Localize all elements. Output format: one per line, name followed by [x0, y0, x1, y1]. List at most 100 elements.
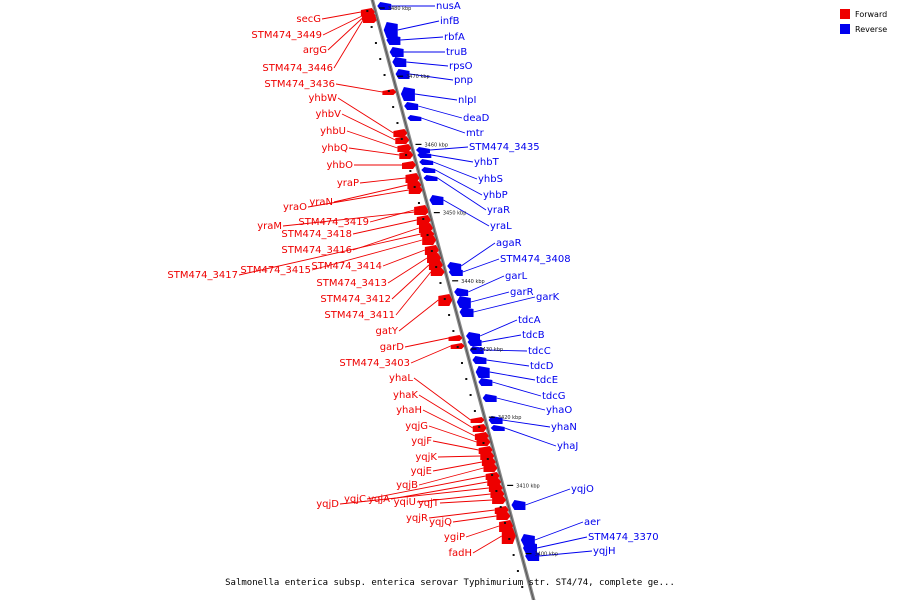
gene-label-STM474_3413[interactable]: STM474_3413: [316, 278, 387, 289]
gene-label-yhbT[interactable]: yhbT: [474, 157, 500, 168]
gene-label-aer[interactable]: aer: [584, 517, 601, 528]
gene-label-yhaL[interactable]: yhaL: [389, 373, 413, 384]
STM474_3446-gene-mark[interactable]: [363, 17, 378, 23]
gene-label-yraR[interactable]: yraR: [487, 205, 510, 216]
gene-label-yhbU[interactable]: yhbU: [320, 126, 346, 137]
gene-label-yqjH[interactable]: yqjH: [593, 546, 616, 557]
yhbP-gene-mark[interactable]: [421, 167, 436, 173]
yhaN-gene-mark[interactable]: [488, 416, 503, 424]
gene-label-STM474_3370[interactable]: STM474_3370: [588, 532, 659, 543]
gene-label-infB[interactable]: infB: [440, 16, 460, 27]
agaR-gene-mark[interactable]: [447, 262, 462, 270]
yhbU-gene-mark[interactable]: [397, 144, 412, 152]
gene-label-yhaO[interactable]: yhaO: [546, 405, 572, 416]
gene-label-yhbO[interactable]: yhbO: [327, 160, 354, 171]
gene-label-STM474_3449[interactable]: STM474_3449: [251, 30, 322, 41]
yhaH-gene-mark[interactable]: [474, 432, 489, 440]
gene-label-STM474_3417[interactable]: STM474_3417: [167, 270, 238, 281]
yqjQ-gene-mark[interactable]: [496, 512, 511, 520]
gene-label-yhbP[interactable]: yhbP: [483, 190, 508, 201]
STM474_3408-gene-mark[interactable]: [448, 268, 463, 276]
gene-label-STM474_3435[interactable]: STM474_3435: [469, 142, 540, 153]
gene-label-tdcA[interactable]: tdcA: [518, 315, 541, 326]
rpsO-gene-mark[interactable]: [392, 57, 407, 67]
gene-label-gatY[interactable]: gatY: [375, 326, 398, 337]
yraM-gene-mark[interactable]: [414, 209, 429, 215]
yhbT-gene-mark[interactable]: [417, 152, 432, 158]
STM474_3415-gene-mark[interactable]: [422, 235, 437, 245]
yhaJ-gene-mark[interactable]: [490, 425, 505, 431]
tdcD-gene-mark[interactable]: [472, 356, 487, 364]
gene-label-garD[interactable]: garD: [380, 342, 405, 353]
gene-label-yhbS[interactable]: yhbS: [478, 174, 503, 185]
gene-label-yqjE[interactable]: yqjE: [411, 466, 432, 477]
gene-label-yraL[interactable]: yraL: [490, 221, 512, 232]
gene-label-fadH[interactable]: fadH: [448, 548, 472, 559]
gene-label-STM474_3412[interactable]: STM474_3412: [320, 294, 391, 305]
gene-label-STM474_3408[interactable]: STM474_3408: [500, 254, 571, 265]
garK-gene-mark[interactable]: [459, 307, 474, 317]
yqjR-gene-mark[interactable]: [494, 506, 509, 514]
gene-label-STM474_3414[interactable]: STM474_3414: [311, 261, 382, 272]
yqiU-gene-mark[interactable]: [490, 490, 505, 498]
gene-label-tdcG[interactable]: tdcG: [542, 391, 566, 402]
gene-label-yqjA[interactable]: yqjA: [368, 494, 390, 505]
yqjK-gene-mark[interactable]: [480, 452, 495, 460]
gene-label-yhaK[interactable]: yhaK: [393, 390, 418, 401]
yqjD-gene-mark[interactable]: [488, 484, 503, 492]
tdcG-gene-mark[interactable]: [478, 378, 493, 386]
yraR-gene-mark[interactable]: [423, 175, 438, 181]
gene-label-STM474_3418[interactable]: STM474_3418: [281, 229, 352, 240]
gene-label-yqjG[interactable]: yqjG: [405, 421, 428, 432]
yraP-gene-mark[interactable]: [405, 173, 420, 183]
gene-label-mtr[interactable]: mtr: [466, 128, 485, 139]
gene-label-agaR[interactable]: agaR: [496, 238, 522, 249]
gene-label-tdcE[interactable]: tdcE: [536, 375, 558, 386]
gene-label-argG[interactable]: argG: [303, 45, 327, 56]
gene-label-tdcD[interactable]: tdcD: [530, 361, 554, 372]
gene-label-yqjC[interactable]: yqjC: [344, 494, 366, 505]
yraO-gene-mark[interactable]: [408, 186, 423, 194]
gene-label-ygiP[interactable]: ygiP: [444, 532, 465, 543]
yqjO-gene-mark[interactable]: [511, 500, 526, 510]
gene-label-yraO[interactable]: yraO: [283, 202, 307, 213]
tdcE-gene-mark[interactable]: [475, 366, 490, 378]
STM474_3435-gene-mark[interactable]: [415, 147, 430, 153]
gene-label-yqjD[interactable]: yqjD: [316, 499, 339, 510]
STM474_3412-gene-mark[interactable]: [428, 260, 443, 270]
gene-label-nusA[interactable]: nusA: [436, 1, 461, 12]
gene-label-garR[interactable]: garR: [510, 287, 534, 298]
gene-label-tdcB[interactable]: tdcB: [522, 330, 545, 341]
garD-gene-mark[interactable]: [448, 335, 463, 341]
nlpI-gene-mark[interactable]: [400, 87, 415, 101]
gene-label-yraP[interactable]: yraP: [337, 178, 359, 189]
gene-label-yhaH[interactable]: yhaH: [396, 405, 422, 416]
fadH-gene-mark[interactable]: [501, 528, 516, 544]
gene-label-yqjB[interactable]: yqjB: [396, 480, 418, 491]
gene-label-yqjK[interactable]: yqjK: [415, 452, 437, 463]
gene-label-yraN[interactable]: yraN: [309, 197, 333, 208]
gene-label-yqjF[interactable]: yqjF: [411, 436, 432, 447]
yhaO-gene-mark[interactable]: [482, 394, 497, 402]
yqjB-gene-mark[interactable]: [483, 464, 498, 472]
gene-label-yqjR[interactable]: yqjR: [406, 513, 428, 524]
yqjT-gene-mark[interactable]: [492, 496, 507, 504]
gene-label-STM474_3436[interactable]: STM474_3436: [264, 79, 335, 90]
gene-label-STM474_3416[interactable]: STM474_3416: [281, 245, 352, 256]
yhbW-gene-mark[interactable]: [393, 129, 408, 137]
yhaL-gene-mark[interactable]: [470, 417, 485, 423]
infB-gene-mark[interactable]: [383, 22, 398, 38]
gene-label-yqjO[interactable]: yqjO: [571, 484, 594, 495]
gene-label-STM474_3403[interactable]: STM474_3403: [339, 358, 410, 369]
gene-label-garL[interactable]: garL: [505, 271, 528, 282]
rbfA-gene-mark[interactable]: [386, 35, 401, 45]
gene-label-rpsO[interactable]: rpsO: [449, 61, 473, 72]
gene-label-nlpI[interactable]: nlpI: [458, 95, 476, 106]
tdcC-gene-mark[interactable]: [469, 346, 484, 354]
gene-label-yhaJ[interactable]: yhaJ: [557, 441, 578, 452]
yhbO-gene-mark[interactable]: [402, 161, 417, 169]
gene-label-pnp[interactable]: pnp: [454, 75, 473, 86]
yraL-gene-mark[interactable]: [429, 195, 444, 205]
gene-label-deaD[interactable]: deaD: [463, 113, 490, 124]
gene-label-tdcC[interactable]: tdcC: [528, 346, 551, 357]
